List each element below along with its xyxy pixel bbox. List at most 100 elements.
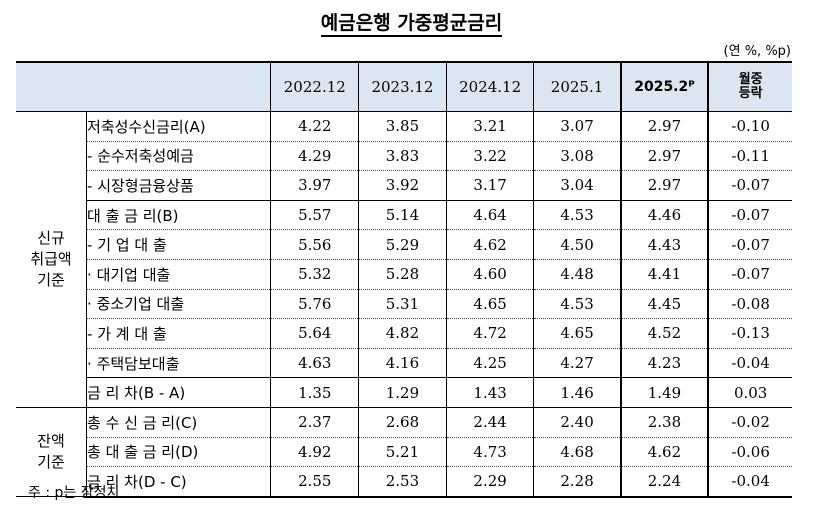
rate-cell: 4.65 xyxy=(533,318,621,349)
rate-cell: 3.83 xyxy=(358,141,447,172)
header-corner xyxy=(16,61,271,112)
rate-cell: 3.92 xyxy=(358,170,447,201)
rate-cell: 3.04 xyxy=(533,170,621,201)
rate-cell: 5.14 xyxy=(358,200,447,231)
group-label-balance: 잔액 기준 xyxy=(16,407,87,498)
rate-cell: 3.97 xyxy=(270,170,359,201)
rate-cell: 5.56 xyxy=(270,229,359,260)
rate-cell: 5.21 xyxy=(358,437,447,468)
change-cell: -0.07 xyxy=(707,170,792,201)
rate-cell: 4.41 xyxy=(619,259,710,290)
table-row: 금 리 차(D - C) 2.55 2.53 2.29 2.28 2.24 -0.04 xyxy=(16,466,792,498)
rate-cell: 4.53 xyxy=(533,200,621,231)
rate-cell: 3.21 xyxy=(445,111,534,142)
rate-cell: 3.07 xyxy=(533,111,621,142)
rate-cell: 2.97 xyxy=(619,111,710,142)
rate-cell: 5.64 xyxy=(270,318,359,349)
change-cell: -0.07 xyxy=(707,259,792,290)
rate-cell: 2.37 xyxy=(270,407,359,438)
rate-cell: 5.29 xyxy=(358,229,447,260)
rate-cell: 3.08 xyxy=(533,141,621,172)
rate-cell: 4.65 xyxy=(445,289,534,320)
row-label: 총 수 신 금 리(C) xyxy=(86,407,271,438)
row-label: · 중소기업 대출 xyxy=(86,289,271,320)
change-cell: -0.07 xyxy=(707,229,792,260)
row-label: - 가 계 대 출 xyxy=(86,318,271,349)
table-row: 총 대 출 금 리(D) 4.92 5.21 4.73 4.68 4.62 -0.06 xyxy=(16,437,792,468)
rate-cell: 2.53 xyxy=(358,466,447,498)
rate-cell: 4.45 xyxy=(619,289,710,320)
interest-rate-table: 2022.12 2023.12 2024.12 2025.1 2025.2ᴾ 월… xyxy=(16,61,792,498)
column-header-change: 월중 등락 xyxy=(707,61,792,112)
rate-cell: 4.48 xyxy=(533,259,621,290)
rate-cell: 4.53 xyxy=(533,289,621,320)
row-label: · 주택담보대출 xyxy=(86,348,271,379)
group-label-new: 신규 취급액 기준 xyxy=(16,111,87,408)
column-header: 2025.1 xyxy=(533,61,621,112)
column-header: 2024.12 xyxy=(445,61,534,112)
rate-cell: 2.97 xyxy=(619,170,710,201)
rate-cell: 2.68 xyxy=(358,407,447,438)
row-label: 금 리 차(B - A) xyxy=(86,377,271,408)
rate-cell: 1.35 xyxy=(270,377,359,408)
rate-cell: 4.82 xyxy=(358,318,447,349)
table-row: · 주택담보대출 4.63 4.16 4.25 4.27 4.23 -0.04 xyxy=(16,348,792,379)
change-cell: -0.11 xyxy=(707,141,792,172)
change-cell: -0.10 xyxy=(707,111,792,142)
change-cell: -0.04 xyxy=(707,466,792,498)
rate-cell: 5.57 xyxy=(270,200,359,231)
table-row: 대 출 금 리(B) 5.57 5.14 4.64 4.53 4.46 -0.07 xyxy=(16,200,792,231)
column-header-highlighted: 2025.2ᴾ xyxy=(619,61,710,112)
table-row: · 대기업 대출 5.32 5.28 4.60 4.48 4.41 -0.07 xyxy=(16,259,792,290)
rate-cell: 2.29 xyxy=(445,466,534,498)
change-cell: -0.07 xyxy=(707,200,792,231)
table-row: - 시장형금융상품 3.97 3.92 3.17 3.04 2.97 -0.07 xyxy=(16,170,792,201)
rate-cell: 2.97 xyxy=(619,141,710,172)
column-header: 2023.12 xyxy=(358,61,447,112)
rate-cell: 4.46 xyxy=(619,200,710,231)
rate-cell: 4.22 xyxy=(270,111,359,142)
rate-cell: 4.60 xyxy=(445,259,534,290)
rate-cell: 3.17 xyxy=(445,170,534,201)
rate-cell: 4.73 xyxy=(445,437,534,468)
table-row: - 순수저축성예금 4.29 3.83 3.22 3.08 2.97 -0.11 xyxy=(16,141,792,172)
rate-cell: 4.23 xyxy=(619,348,710,379)
rate-cell: 3.22 xyxy=(445,141,534,172)
row-label: 대 출 금 리(B) xyxy=(86,200,271,231)
row-label: · 대기업 대출 xyxy=(86,259,271,290)
table-row: · 중소기업 대출 5.76 5.31 4.65 4.53 4.45 -0.08 xyxy=(16,289,792,320)
row-label: - 순수저축성예금 xyxy=(86,141,271,172)
rate-cell: 4.52 xyxy=(619,318,710,349)
rate-cell: 4.43 xyxy=(619,229,710,260)
rate-cell: 4.25 xyxy=(445,348,534,379)
rate-cell: 4.63 xyxy=(270,348,359,379)
rate-cell: 4.29 xyxy=(270,141,359,172)
column-header: 2022.12 xyxy=(270,61,359,112)
rate-cell: 4.16 xyxy=(358,348,447,379)
footnote: 주 : p는 잠정치 xyxy=(28,485,120,501)
title-text: 예금은행 가중평균금리 xyxy=(320,12,503,37)
change-cell: -0.02 xyxy=(707,407,792,438)
change-cell: -0.08 xyxy=(707,289,792,320)
table-row: 금 리 차(B - A) 1.35 1.29 1.43 1.46 1.49 0.03 xyxy=(16,377,792,408)
rate-cell: 3.85 xyxy=(358,111,447,142)
document-title: 예금은행 가중평균금리 xyxy=(0,8,823,37)
rate-cell: 2.55 xyxy=(270,466,359,498)
rate-cell: 5.28 xyxy=(358,259,447,290)
table-row: - 가 계 대 출 5.64 4.82 4.72 4.65 4.52 -0.13 xyxy=(16,318,792,349)
rate-cell: 4.27 xyxy=(533,348,621,379)
rate-cell: 5.76 xyxy=(270,289,359,320)
rate-cell: 4.92 xyxy=(270,437,359,468)
row-label: 총 대 출 금 리(D) xyxy=(86,437,271,468)
change-cell: -0.04 xyxy=(707,348,792,379)
table-row: 신규 취급액 기준 저축성수신금리(A) 4.22 3.85 3.21 3.07 2.97-… xyxy=(16,111,792,408)
rate-cell: 4.72 xyxy=(445,318,534,349)
table-row: - 기 업 대 출 5.56 5.29 4.62 4.50 4.43 -0.07 xyxy=(16,229,792,260)
rate-cell: 5.32 xyxy=(270,259,359,290)
rate-cell: 1.43 xyxy=(445,377,534,408)
row-label: - 시장형금융상품 xyxy=(86,170,271,201)
table-row: 잔액 기준 총 수 신 금 리(C) 2.37 2.68 2.44 2.40 2.38 -0.… xyxy=(16,407,792,498)
rate-cell: 5.31 xyxy=(358,289,447,320)
rate-cell: 4.50 xyxy=(533,229,621,260)
row-label: 저축성수신금리(A) xyxy=(86,111,271,142)
